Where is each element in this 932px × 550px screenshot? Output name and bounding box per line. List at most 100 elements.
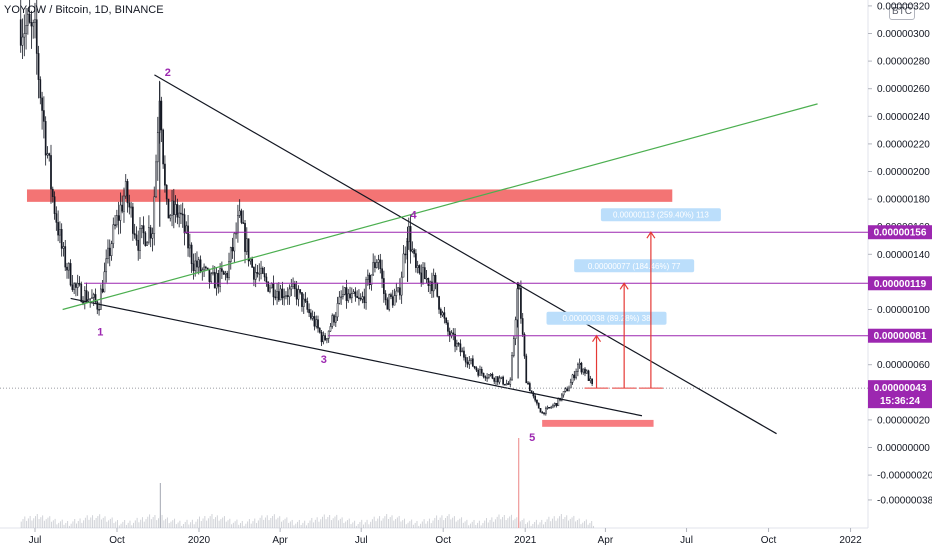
volume-bar — [293, 525, 295, 528]
candle-body — [359, 297, 362, 300]
volume-bar — [65, 522, 67, 528]
volume-bar — [482, 523, 484, 528]
volume-spike — [518, 438, 520, 528]
volume-bar — [491, 517, 493, 528]
candle-body — [103, 271, 106, 293]
candle-body — [96, 301, 99, 310]
price-axis-label: -0.00000020 — [877, 471, 932, 482]
candle-body — [438, 296, 440, 310]
volume-bar — [141, 517, 143, 528]
candle-body — [306, 301, 309, 310]
volume-bar — [512, 520, 514, 528]
candle-body — [244, 223, 246, 252]
volume-bar — [47, 517, 49, 528]
countdown-label: 15:36:24 — [880, 396, 920, 407]
candle-body — [256, 272, 259, 274]
candle-body — [461, 350, 464, 353]
candle-body — [126, 181, 129, 204]
volume-bar — [330, 520, 332, 528]
volume-bar — [59, 521, 61, 528]
volume-bar — [229, 518, 231, 528]
candle-body — [381, 268, 383, 279]
volume-bar — [452, 517, 454, 528]
currency-badge[interactable]: BTC — [889, 4, 915, 20]
candle-body — [347, 293, 350, 301]
candle-body — [436, 282, 439, 297]
volume-bar — [455, 521, 457, 528]
volume-bar — [58, 522, 60, 528]
candle-body — [233, 233, 236, 252]
candle-body — [181, 213, 184, 216]
candle-body — [342, 294, 344, 298]
candle-body — [468, 360, 471, 365]
volume-bar — [462, 522, 464, 528]
candle-body — [66, 266, 68, 271]
volume-bar — [184, 521, 186, 528]
volume-bar — [434, 517, 436, 528]
volume-bar — [343, 522, 345, 528]
volume-bar — [295, 523, 297, 528]
volume-bar — [161, 514, 163, 528]
candle-body — [276, 291, 278, 298]
candle-body — [210, 273, 213, 282]
candle-body — [404, 253, 407, 256]
volume-bar — [289, 521, 291, 528]
candle-body — [374, 262, 376, 268]
volume-bar — [202, 518, 204, 528]
candle-body — [397, 287, 399, 292]
candle-body — [108, 247, 111, 257]
candle-body — [431, 281, 433, 292]
candle-body — [27, 13, 29, 26]
volume-bar — [503, 515, 505, 528]
candle-body — [536, 399, 538, 404]
candle-body — [51, 188, 54, 197]
candle-body — [194, 260, 197, 271]
volume-bar — [104, 516, 106, 528]
volume-bar — [270, 518, 272, 528]
candle-body — [578, 362, 581, 365]
volume-bar — [256, 522, 258, 528]
volume-bar — [129, 520, 131, 528]
candle-body — [39, 79, 42, 99]
candle-body — [411, 249, 414, 252]
volume-bar — [553, 516, 555, 528]
volume-bar — [63, 524, 65, 528]
volume-bar — [373, 516, 375, 528]
wave-label: 3 — [321, 354, 327, 366]
volume-bar — [521, 519, 523, 528]
volume-bar — [211, 514, 213, 528]
volume-bar — [341, 517, 343, 528]
candle-body — [270, 283, 273, 289]
candle-body — [128, 202, 131, 208]
volume-bar — [559, 516, 561, 528]
volume-bar — [493, 521, 495, 528]
candle-body — [568, 387, 570, 392]
candle-body — [505, 383, 508, 386]
candle-body — [375, 262, 378, 268]
volume-bar — [250, 523, 252, 528]
candle-body — [30, 22, 33, 27]
volume-bar — [370, 521, 372, 528]
volume-bar — [300, 524, 302, 528]
candle-body — [447, 322, 449, 332]
volume-bar — [124, 519, 126, 528]
candle-body — [326, 338, 328, 341]
candle-body — [327, 330, 330, 339]
arrow-head — [619, 282, 629, 290]
volume-bar — [272, 516, 274, 528]
volume-bar — [282, 520, 284, 528]
candle-body — [514, 319, 517, 339]
candle-body — [443, 312, 446, 319]
candle-body — [575, 371, 577, 379]
candle-body — [89, 298, 92, 300]
candle-body — [317, 319, 319, 329]
candle-body — [331, 315, 334, 327]
volume-bar — [560, 514, 562, 528]
volume-bar — [120, 523, 122, 528]
volume-bar — [584, 521, 586, 528]
candle-body — [292, 283, 294, 287]
price-tag-label: 0.00000156 — [874, 228, 927, 239]
candle-body — [356, 296, 359, 298]
candle-body — [116, 215, 118, 226]
